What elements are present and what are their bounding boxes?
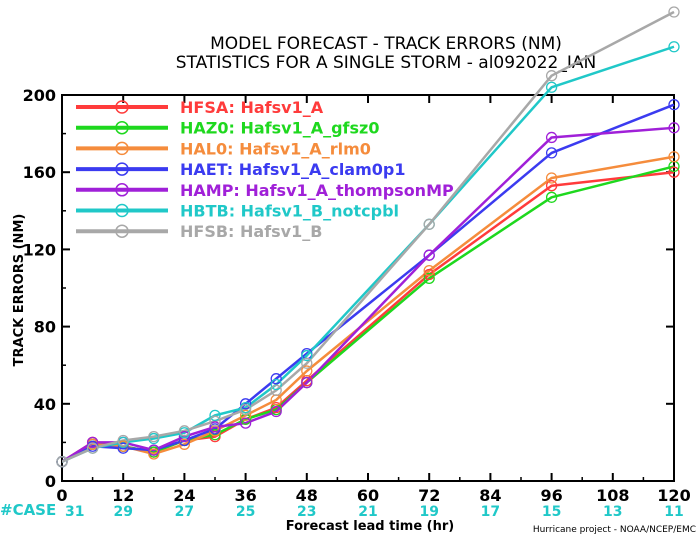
series-point	[545, 180, 558, 192]
series-point	[423, 268, 435, 281]
series-point	[270, 378, 282, 391]
case-count: 13	[603, 504, 622, 520]
legend-swatch-marker	[115, 120, 129, 135]
series-point	[668, 166, 680, 178]
x-tick-label: 60	[357, 486, 379, 505]
x-tick-label: 120	[657, 486, 690, 505]
series-point	[239, 409, 252, 422]
series-point	[545, 191, 558, 203]
series-point	[86, 442, 99, 454]
case-count: 27	[175, 504, 194, 520]
case-count: 15	[542, 504, 561, 520]
chart-subtitle: STATISTICS FOR A SINGLE STORM - al092022…	[176, 53, 596, 73]
series-point	[209, 415, 221, 427]
series-point	[148, 448, 160, 460]
plot-area: 0408012016020003112292427362548236021721…	[23, 6, 691, 520]
x-tick-label: 36	[234, 486, 256, 505]
legend-entry: HAMP: Hafsv1_A_thompsonMP	[180, 181, 454, 200]
series-point	[148, 444, 160, 456]
series-point	[545, 172, 558, 184]
series-group	[62, 10, 675, 463]
y-tick-label: 160	[23, 163, 56, 182]
case-count: 11	[664, 504, 683, 520]
series-point	[668, 151, 680, 163]
series-point	[270, 405, 282, 418]
series-point	[301, 376, 313, 389]
y-tick-label: 40	[34, 395, 56, 414]
series-point	[668, 122, 680, 134]
y-tick-label: 80	[34, 318, 56, 337]
x-tick-label: 24	[173, 486, 195, 505]
series-point	[545, 81, 558, 93]
case-count: 25	[236, 504, 255, 520]
series-point	[423, 218, 435, 230]
legend-entry: HFSA: Hafsv1_A	[180, 98, 324, 117]
legend-swatch-marker	[115, 162, 129, 176]
series-point	[423, 272, 435, 285]
x-tick-label: 12	[112, 486, 134, 505]
legend-entry: HFSB: Hafsv1_B	[180, 222, 322, 241]
series-line	[62, 10, 675, 463]
case-count: 23	[297, 504, 316, 520]
legend-entry: HAL0: Hafsv1_A_rlm0	[180, 139, 371, 158]
chart-title: MODEL FORECAST - TRACK ERRORS (NM)	[210, 34, 562, 54]
series-point	[239, 398, 252, 410]
legend: HFSA: Hafsv1_A HAZ0: Hafsv1_A_gfsz0HAL0: …	[76, 98, 454, 241]
y-tick-label: 200	[23, 86, 56, 105]
series-point	[86, 436, 99, 449]
legend-entry: HBTB: Hafsv1_B_notcpbl	[180, 202, 399, 221]
series-point	[423, 264, 435, 277]
x-tick-label: 48	[296, 486, 318, 505]
x-tick-label: 96	[540, 486, 562, 505]
series-point	[178, 430, 191, 443]
series-point	[239, 403, 252, 416]
x-tick-label: 72	[418, 486, 440, 505]
x-tick-label: 0	[56, 486, 67, 505]
series-point	[56, 456, 68, 468]
legend-entry: HAZ0: Hafsv1_A_gfsz0	[180, 119, 379, 138]
legend-swatch-marker	[115, 224, 129, 238]
series-point	[270, 373, 282, 385]
legend-swatch-marker	[115, 183, 129, 197]
series-point	[209, 429, 221, 441]
x-tick-label: 108	[596, 486, 629, 505]
series-point	[301, 349, 313, 362]
x-tick-label: 84	[479, 486, 501, 505]
legend-swatch-marker	[115, 141, 129, 156]
offscale-markers	[56, 6, 680, 468]
series-point	[545, 147, 558, 159]
series-point	[301, 365, 313, 377]
case-count: 19	[419, 504, 438, 520]
series-point	[148, 430, 160, 443]
series-point	[178, 425, 191, 437]
series-point	[668, 99, 680, 111]
series-point	[545, 131, 558, 144]
credit-text: Hurricane project - NOAA/NCEP/EMC	[533, 525, 696, 535]
series-point	[117, 442, 129, 454]
case-count: 21	[358, 504, 377, 520]
y-tick-label: 0	[45, 472, 56, 491]
case-count: 31	[65, 504, 84, 520]
case-count: 17	[481, 504, 500, 520]
case-count: 29	[113, 504, 132, 520]
series-point	[301, 357, 313, 369]
series-point	[270, 384, 282, 396]
series-point	[209, 421, 221, 433]
series-point	[545, 70, 558, 82]
legend-swatch-marker	[115, 100, 129, 114]
series-point	[209, 409, 221, 422]
y-axis-label: TRACK ERRORS (NM)	[12, 214, 27, 367]
series-point	[178, 438, 191, 450]
legend-swatch-marker	[115, 203, 129, 218]
series-point	[423, 249, 435, 261]
legend-entry: HAET: Hafsv1_A_clam0p1	[180, 160, 405, 179]
series-point	[668, 6, 680, 18]
y-tick-label: 120	[23, 240, 56, 259]
series-point	[239, 417, 252, 429]
series-point	[117, 434, 129, 447]
series-point	[668, 41, 680, 53]
x-axis-label: Forecast lead time (hr)	[286, 519, 454, 534]
case-label: #CASE	[0, 501, 56, 519]
